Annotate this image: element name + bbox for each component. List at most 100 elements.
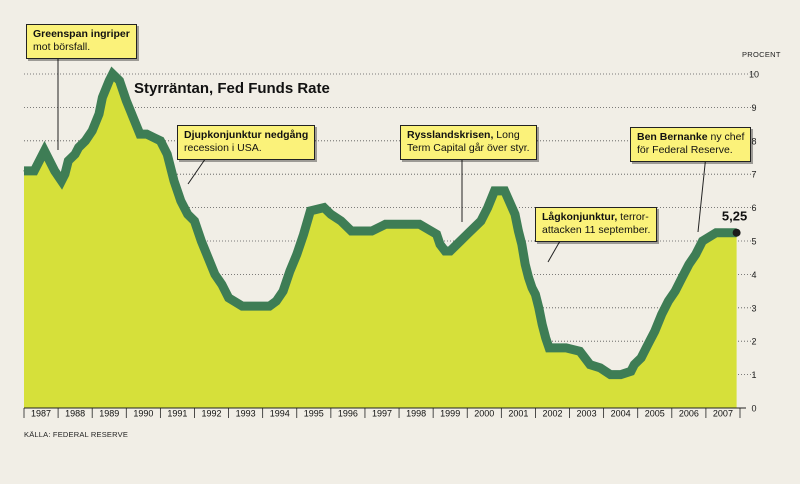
data-point [521,243,523,245]
x-tick-label: 1999 [440,409,460,419]
annotation-greenspan-bold: Greenspan ingriper [33,28,130,40]
data-point [630,370,632,372]
data-point [487,207,489,209]
x-tick-label: 1997 [372,409,392,419]
data-point [108,80,110,82]
data-point [497,190,499,192]
data-point [173,180,175,182]
annotation-recession-bold: Djupkonjunktur nedgång [184,129,309,141]
y-tick-label: 5 [751,237,756,247]
data-point [43,150,46,152]
data-point [599,367,601,369]
y-tick-label: 1 [751,370,756,380]
data-point [64,173,66,175]
annotation-recession: Djupkonjunktur nedgång recession i USA. [177,125,316,160]
data-point [282,290,284,292]
y-tick-label: 3 [751,303,756,313]
data-point [350,230,352,232]
y-tick-label: 8 [751,136,756,146]
data-point [633,364,635,366]
y-tick-label: 9 [751,103,756,113]
annotation-bernanke-inline: ny chef [707,131,745,143]
data-point [289,270,291,272]
data-point [695,253,697,255]
chart-title: Styrräntan, Fed Funds Rate [134,80,330,97]
data-point [323,207,325,209]
data-point [528,277,530,279]
y-tick-label: 10 [749,70,759,80]
y-tick-label: 0 [751,404,756,414]
data-point [112,73,114,75]
annotation-greenspan-text: mot börsfall. [33,41,91,53]
data-point [661,313,663,316]
data-point [504,190,506,192]
last-value-label: 5,25 [722,209,747,224]
data-point [371,230,373,232]
data-point [466,233,468,235]
x-tick-label: 2006 [679,409,699,419]
y-tick-label: 2 [751,337,756,347]
data-point [132,116,134,118]
data-point [715,232,717,234]
annotation-2001-inline: terror- [617,211,649,223]
data-point [439,243,441,245]
data-point [531,287,533,289]
data-point [436,233,438,235]
data-point [153,136,155,139]
data-point [384,223,386,225]
y-axis-unit-label: PROCENT [742,50,781,59]
data-point [207,257,209,259]
data-point [303,233,305,235]
data-point [23,170,25,172]
x-tick-label: 1988 [65,409,85,419]
data-point [309,210,311,212]
data-point [98,113,100,115]
y-tick-label: 6 [751,203,756,213]
data-point [418,223,421,225]
data-point [268,305,271,307]
data-point [565,347,567,349]
data-point [405,223,407,225]
data-point [330,213,332,215]
data-point [701,240,704,242]
data-point [118,80,121,82]
data-point [674,290,676,292]
x-tick-label: 2001 [508,409,528,419]
data-point [221,283,223,285]
data-point [514,213,516,215]
data-point [241,305,243,307]
data-point [729,232,731,234]
x-tick-label: 1994 [270,409,290,419]
rate-area [24,74,737,408]
x-tick-label: 1993 [236,409,256,419]
annotation-russia: Rysslandskrisen, Long Term Capital går ö… [400,125,537,160]
annotation-bernanke-bold: Ben Bernanke [637,131,708,143]
annotation-2001-bold: Lågkonjunktur, [542,211,618,223]
data-point [538,307,540,309]
y-tick-label: 7 [751,170,756,180]
data-point [480,220,482,222]
data-point [166,153,168,155]
data-point [125,100,127,102]
data-point [459,240,461,242]
data-point [654,330,656,332]
x-tick-label: 2007 [713,409,733,419]
x-tick-label: 1987 [31,409,51,419]
x-tick-label: 1995 [304,409,324,419]
data-point [524,263,526,265]
annotation-russia-text: Term Capital går över styr. [407,142,530,154]
data-point [640,357,642,359]
data-point [647,343,649,346]
data-point [258,305,260,307]
data-point [146,133,148,135]
data-point [54,170,56,172]
data-point [534,293,537,295]
data-point [609,374,612,376]
annotation-russia-inline: Long [493,129,520,141]
x-tick-label: 2005 [645,409,665,419]
data-point [296,253,298,255]
annotation-recession-2001: Lågkonjunktur, terror- attacken 11 septe… [535,207,658,242]
annotation-bernanke-text: för Federal Reserve. [637,144,733,156]
x-tick-label: 1991 [167,409,187,419]
